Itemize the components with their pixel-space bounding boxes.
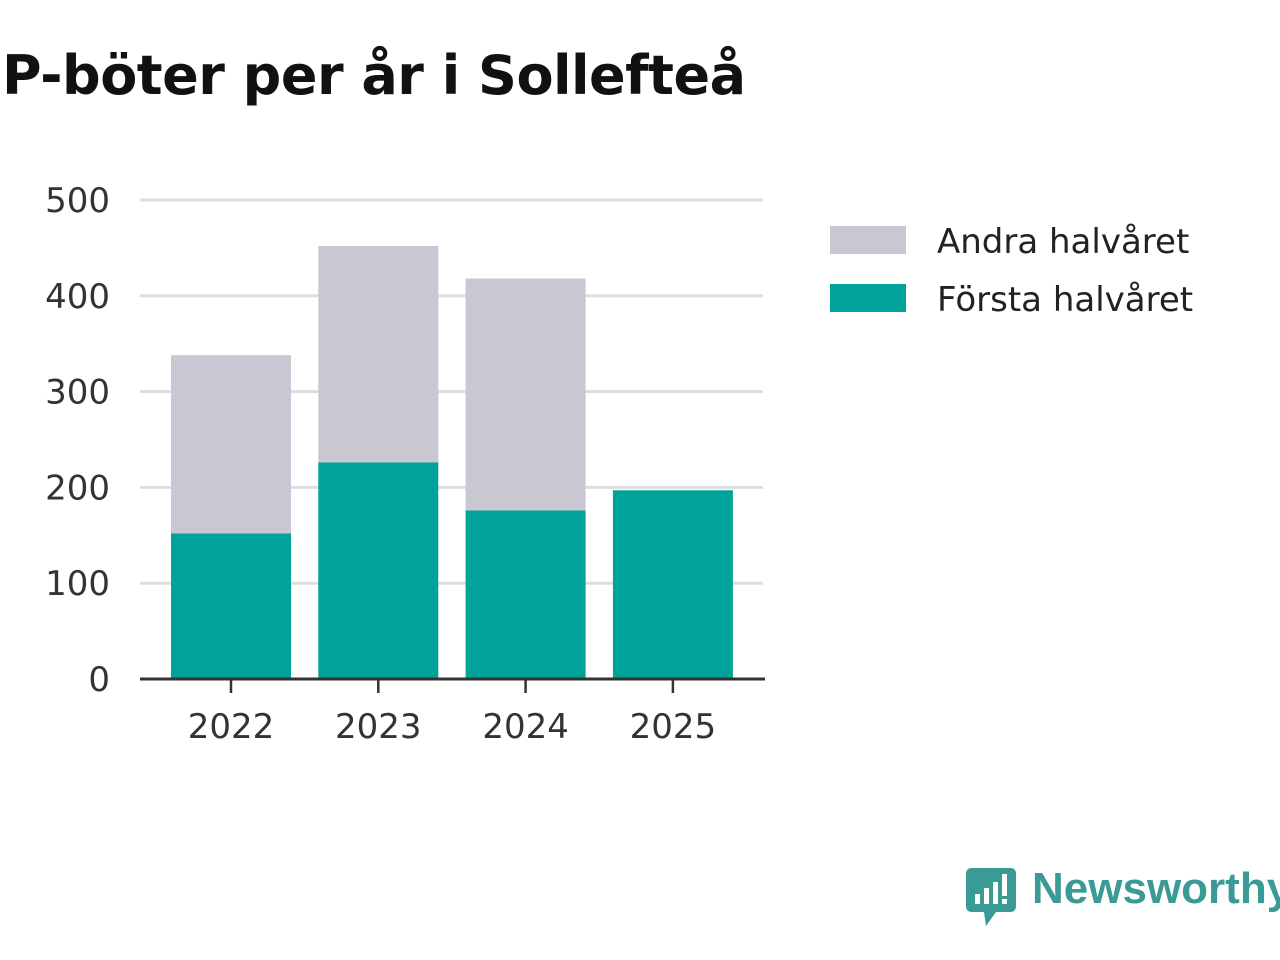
- y-tick-label: 400: [45, 277, 110, 317]
- legend-swatch: [830, 226, 906, 254]
- bar-segment: [171, 533, 291, 679]
- chart-title: P-böter per år i Sollefteå: [2, 44, 746, 107]
- y-tick-label: 500: [45, 181, 110, 221]
- bar-segment: [465, 510, 586, 679]
- legend: Andra halvåret Första halvåret: [830, 222, 1193, 320]
- brand-name: Newsworthy: [1032, 864, 1280, 913]
- newsworthy-logo-icon: [966, 868, 1016, 926]
- x-tick-label: 2022: [188, 707, 275, 747]
- y-tick-label: 200: [45, 468, 110, 508]
- y-tick-label: 100: [45, 564, 110, 604]
- legend-label: Första halvåret: [937, 280, 1193, 320]
- legend-swatch: [830, 284, 906, 312]
- bar-segment: [612, 490, 733, 679]
- bars: [171, 245, 733, 679]
- axes: 0 100 200 300 400 500 2022 2023 2024 2025: [45, 181, 765, 747]
- x-tick-label: 2024: [482, 707, 569, 747]
- bar-segment: [318, 462, 439, 679]
- bar-segment: [318, 245, 439, 463]
- x-tick-label: 2023: [335, 707, 422, 747]
- bar-segment: [465, 278, 586, 511]
- bar-segment: [171, 355, 291, 534]
- x-tick-label: 2025: [630, 707, 717, 747]
- legend-label: Andra halvåret: [937, 222, 1189, 262]
- y-tick-label: 300: [45, 373, 110, 413]
- y-tick-label: 0: [88, 660, 110, 700]
